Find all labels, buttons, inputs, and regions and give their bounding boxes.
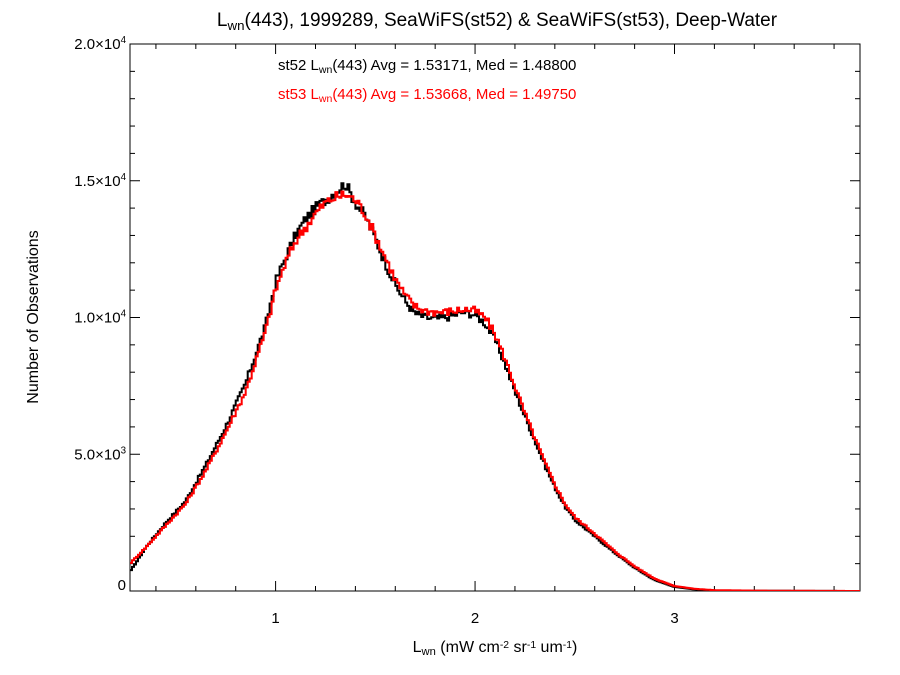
y-tick-label: 1.5×104: [74, 172, 126, 190]
y-tick-mantissa: 1.0×10: [74, 310, 120, 327]
text-part-normal: ): [572, 639, 577, 656]
text-part-sub: wn: [227, 18, 245, 33]
series-line-st52: [130, 182, 860, 591]
y-tick-mantissa: 0: [118, 577, 126, 594]
x-tick-label: 2: [471, 610, 479, 627]
series-lines: [130, 182, 860, 591]
text-part-sub: wn: [318, 93, 333, 105]
y-tick-exponent: 4: [121, 35, 127, 46]
text-part-sup: -1: [563, 640, 572, 651]
y-tick-mantissa: 2.0×10: [74, 36, 120, 53]
series-line-st53: [130, 190, 860, 591]
text-part-normal: um: [536, 639, 563, 656]
y-tick-label: 2.0×104: [74, 35, 126, 53]
y-tick-label: 1.0×104: [74, 309, 126, 327]
y-tick-label: 5.0×103: [74, 445, 126, 463]
y-tick-label: 0: [118, 577, 126, 594]
x-tick-label: 3: [670, 610, 678, 627]
text-part-sub: wn: [318, 64, 333, 76]
text-part-normal: (mW cm: [436, 639, 500, 656]
text-part-sup: -1: [527, 640, 536, 651]
text-part-normal: (443) Avg = 1.53668, Med = 1.49750: [332, 86, 576, 103]
stats-st53: st53 Lwn(443) Avg = 1.53668, Med = 1.497…: [278, 86, 576, 105]
text-part-normal: L: [413, 639, 422, 656]
x-tick-label: 1: [271, 610, 279, 627]
text-part-normal: sr: [509, 639, 527, 656]
stats-annotations: st52 Lwn(443) Avg = 1.53171, Med = 1.488…: [278, 57, 576, 105]
text-part-sub: wn: [421, 646, 436, 658]
y-tick-mantissa: 5.0×10: [74, 446, 120, 463]
text-part-sup: -2: [500, 640, 509, 651]
y-tick-mantissa: 1.5×10: [74, 173, 120, 190]
text-part-normal: (443) Avg = 1.53171, Med = 1.48800: [332, 57, 576, 74]
y-tick-exponent: 3: [121, 445, 126, 456]
y-tick-exponent: 4: [121, 172, 127, 183]
text-part-normal: st53 L: [278, 86, 319, 103]
plot-frame: [129, 43, 861, 592]
stats-st52: st52 Lwn(443) Avg = 1.53171, Med = 1.488…: [278, 57, 576, 76]
x-axis-label: Lwn (mW cm-2 sr-1 um-1): [413, 639, 578, 658]
text-part-normal: L: [217, 10, 228, 31]
text-part-normal: (443), 1999289, SeaWiFS(st52) & SeaWiFS(…: [245, 10, 778, 31]
y-axis-label: Number of Observations: [25, 230, 42, 403]
chart-title: Lwn(443), 1999289, SeaWiFS(st52) & SeaWi…: [217, 10, 778, 33]
y-tick-exponent: 4: [121, 309, 127, 320]
text-part-normal: st52 L: [278, 57, 319, 74]
